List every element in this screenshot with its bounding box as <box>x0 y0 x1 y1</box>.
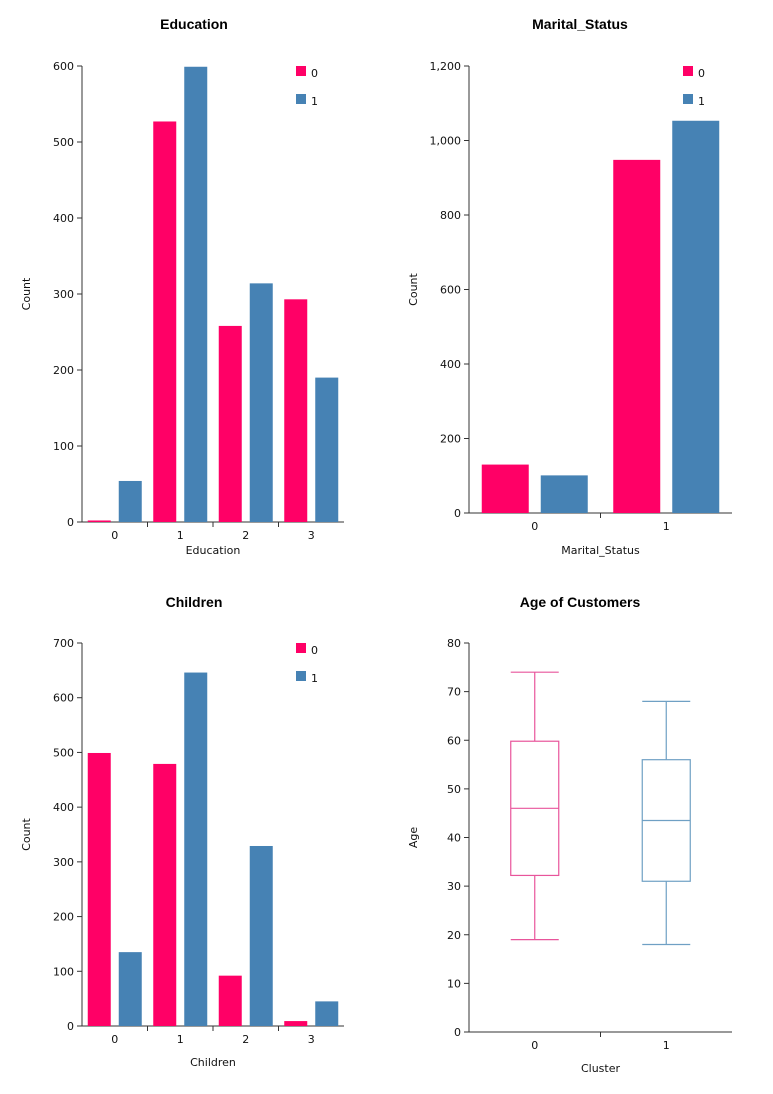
y-tick-label: 700 <box>53 637 74 650</box>
y-axis-label: Count <box>20 277 33 310</box>
y-tick-label: 30 <box>447 880 461 893</box>
legend-label: 0 <box>698 67 705 80</box>
bar-series-0-cat-1 <box>613 159 661 513</box>
x-axis-label: Children <box>190 1056 236 1069</box>
y-tick-label: 50 <box>447 783 461 796</box>
y-tick-label: 1,000 <box>430 135 462 148</box>
legend-label: 1 <box>311 95 318 108</box>
y-tick-label: 200 <box>53 911 74 924</box>
legend-label: 0 <box>311 67 318 80</box>
box-cluster-1 <box>641 700 691 946</box>
bar-series-0-cat-0 <box>87 520 111 522</box>
y-tick-label: 80 <box>447 637 461 650</box>
y-tick-label: 20 <box>447 929 461 942</box>
y-tick-label: 500 <box>53 136 74 149</box>
chart-title: Children <box>166 594 223 610</box>
y-tick-label: 600 <box>53 60 74 73</box>
x-tick-label: 0 <box>111 1033 118 1046</box>
legend-swatch <box>683 66 693 76</box>
y-tick-label: 0 <box>454 507 461 520</box>
bar-series-1-cat-1 <box>672 120 720 513</box>
bar-series-1-cat-0 <box>118 952 142 1026</box>
y-tick-label: 0 <box>67 1020 74 1033</box>
x-tick-label: 0 <box>111 529 118 542</box>
box-cluster-0 <box>510 671 560 941</box>
bar-series-0-cat-1 <box>153 763 177 1026</box>
x-axis-label: Marital_Status <box>561 544 640 557</box>
y-tick-label: 70 <box>447 686 461 699</box>
y-tick-label: 300 <box>53 288 74 301</box>
y-axis-label: Age <box>407 827 420 849</box>
chart-title: Age of Customers <box>520 594 641 610</box>
chart-panel-2: Children0100200300400500600700CountChild… <box>20 594 344 1069</box>
y-tick-label: 0 <box>67 516 74 529</box>
x-tick-label: 1 <box>663 520 670 533</box>
x-tick-label: 3 <box>308 1033 315 1046</box>
y-tick-label: 200 <box>53 364 74 377</box>
chart-panel-1: Marital_Status 0 200 400 600 800 1,000 1,200 Cou… <box>407 16 732 557</box>
legend-label: 1 <box>311 672 318 685</box>
bar-series-1-cat-3 <box>315 1001 339 1026</box>
bar-series-1-cat-0 <box>118 480 142 522</box>
y-tick-label: 200 <box>440 433 461 446</box>
bar-series-1-cat-1 <box>184 66 208 522</box>
y-tick-label: 400 <box>53 212 74 225</box>
bar-series-0-cat-3 <box>284 1021 308 1026</box>
y-tick-label: 10 <box>447 977 461 990</box>
x-tick-label: 1 <box>177 1033 184 1046</box>
y-tick-label: 600 <box>440 284 461 297</box>
bar-series-0-cat-0 <box>481 464 529 513</box>
x-tick-label: 0 <box>531 1039 538 1052</box>
chart-title: Education <box>160 16 228 32</box>
y-tick-label: 600 <box>53 692 74 705</box>
legend-label: 0 <box>311 644 318 657</box>
bar-series-0-cat-2 <box>218 325 242 522</box>
y-tick-label: 100 <box>53 440 74 453</box>
y-tick-label: 60 <box>447 734 461 747</box>
y-tick-label: 400 <box>440 358 461 371</box>
x-tick-label: 0 <box>531 520 538 533</box>
y-tick-label: 800 <box>440 209 461 222</box>
x-tick-label: 1 <box>177 529 184 542</box>
legend-swatch <box>296 643 306 653</box>
legend-swatch <box>296 94 306 104</box>
bar-series-0-cat-0 <box>87 752 111 1026</box>
bar-series-0-cat-1 <box>153 121 177 522</box>
legend-label: 1 <box>698 95 705 108</box>
x-axis-label: Cluster <box>581 1062 621 1075</box>
bar-series-0-cat-3 <box>284 299 308 522</box>
bar-series-1-cat-1 <box>184 672 208 1026</box>
y-tick-label: 300 <box>53 856 74 869</box>
x-tick-label: 2 <box>242 529 249 542</box>
bar-series-1-cat-2 <box>249 845 273 1026</box>
y-tick-label: 400 <box>53 801 74 814</box>
bar-series-1-cat-2 <box>249 283 273 522</box>
x-tick-label: 2 <box>242 1033 249 1046</box>
y-tick-label: 1,200 <box>430 60 462 73</box>
y-tick-label: 0 <box>454 1026 461 1039</box>
x-tick-label: 1 <box>663 1039 670 1052</box>
bar-series-1-cat-3 <box>315 377 339 522</box>
y-tick-label: 40 <box>447 832 461 845</box>
chart-title: Marital_Status <box>532 16 628 32</box>
y-axis-label: Count <box>407 272 420 305</box>
y-axis-label: Count <box>20 817 33 850</box>
y-tick-label: 500 <box>53 746 74 759</box>
x-axis-label: Education <box>186 544 241 557</box>
legend-swatch <box>683 94 693 104</box>
legend-swatch <box>296 66 306 76</box>
bar-series-0-cat-2 <box>218 975 242 1026</box>
legend-swatch <box>296 671 306 681</box>
chart-panel-0: Education0100200300400500600CountEducati… <box>20 16 344 557</box>
chart-panel-3: Age of Customers01020304050607080AgeClus… <box>407 594 732 1075</box>
y-tick-label: 100 <box>53 965 74 978</box>
bar-series-1-cat-0 <box>540 475 588 513</box>
x-tick-label: 3 <box>308 529 315 542</box>
